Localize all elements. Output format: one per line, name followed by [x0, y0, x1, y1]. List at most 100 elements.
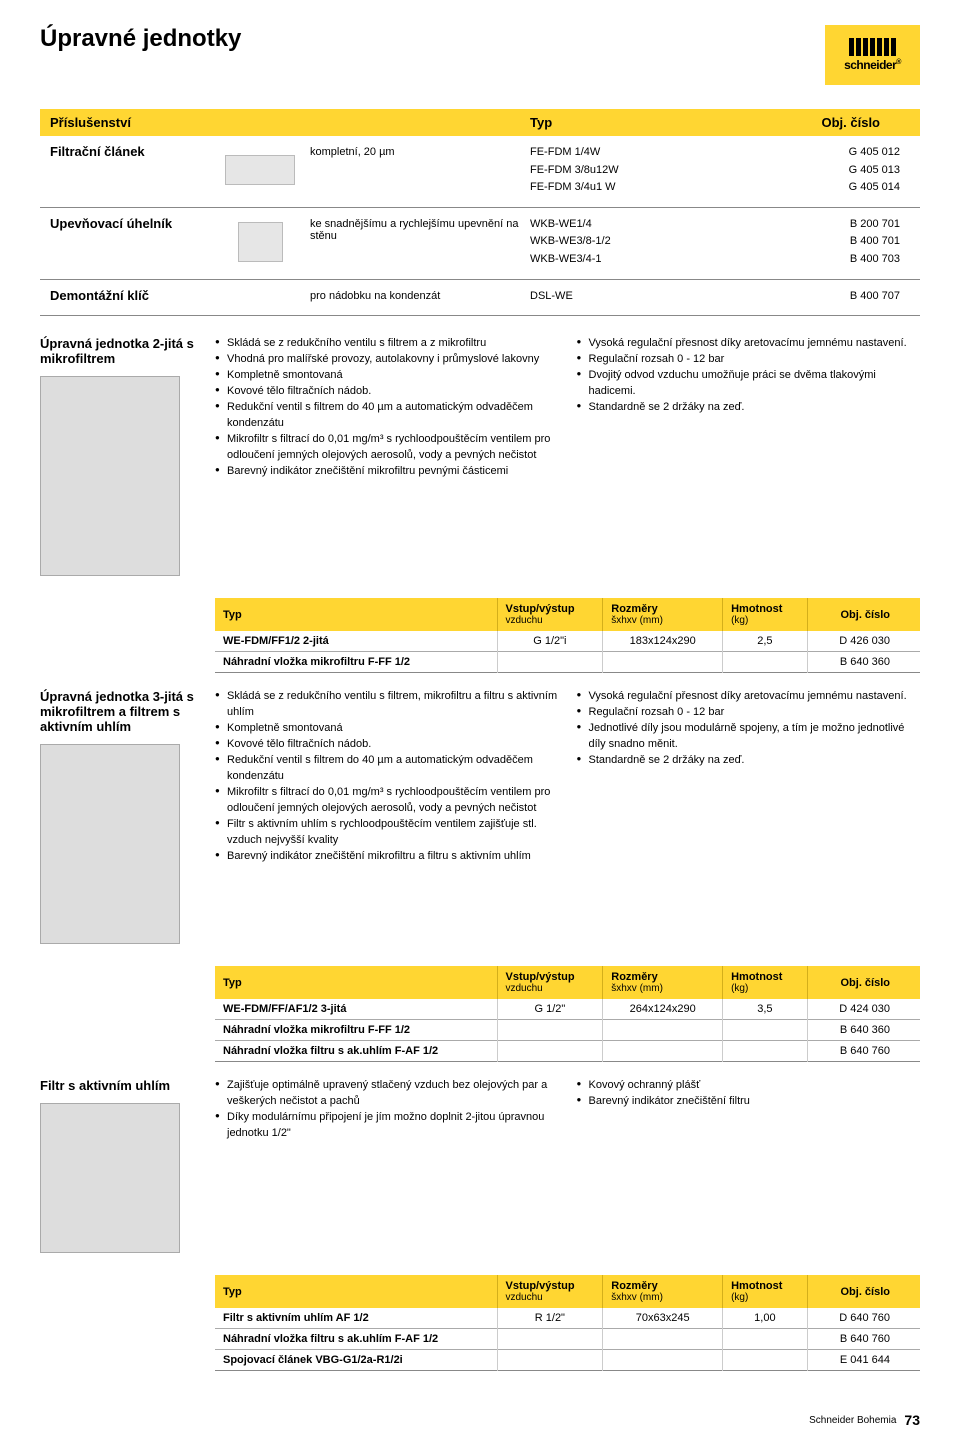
- brand-logo: schneider®: [825, 25, 920, 85]
- wrench-types: DSL-WE: [530, 288, 770, 306]
- desc-col-right: Vysoká regulační přesnost díky aretovací…: [577, 689, 921, 954]
- th-dim: Rozměryšxhxv (mm): [603, 1275, 723, 1308]
- wrench-image: [210, 288, 310, 306]
- bracket-types: WKB-WE1/4WKB-WE3/8-1/2WKB-WE3/4-1: [530, 216, 770, 269]
- cell-weight: [723, 1041, 808, 1062]
- cell-weight: 3,5: [723, 999, 808, 1020]
- th-io: Vstup/výstupvzduchu: [497, 598, 603, 631]
- cell-dim: 70x63x245: [603, 1308, 723, 1329]
- bullet-item: Kovové tělo filtračních nádob.: [215, 384, 559, 400]
- cell-io: R 1/2": [497, 1308, 603, 1329]
- accessories-section: Příslušenství Typ Obj. číslo Filtrační č…: [40, 109, 920, 316]
- col-type-label: Typ: [530, 115, 770, 130]
- cell-weight: [723, 1020, 808, 1041]
- bullet-item: Jednotlivé díly jsou modulárně spojeny, …: [577, 721, 921, 753]
- bullet-item: Barevný indikátor znečištění mikrofiltru…: [215, 464, 559, 480]
- bracket-image: [210, 216, 310, 269]
- table-row: Spojovací článek VBG-G1/2a-R1/2iE 041 64…: [215, 1350, 920, 1371]
- bullet-item: Regulační rozsah 0 - 12 bar: [577, 352, 921, 368]
- bullet-item: Vhodná pro malířské provozy, autolakovny…: [215, 352, 559, 368]
- brand-name: schneider®: [844, 58, 901, 72]
- bullet-item: Standardně se 2 držáky na zeď.: [577, 753, 921, 769]
- cell-code: B 640 360: [807, 1020, 920, 1041]
- bullet-item: Mikrofiltr s filtrací do 0,01 mg/m³ s ry…: [215, 785, 559, 817]
- product-description: Zajišťuje optimálně upravený stlačený vz…: [215, 1078, 920, 1263]
- cell-weight: 2,5: [723, 631, 808, 652]
- desc-col-right: Kovový ochranný plášťBarevný indikátor z…: [577, 1078, 921, 1263]
- product-image: [40, 1103, 180, 1253]
- product-block: Úpravná jednotka 3-jitá s mikrofiltrem a…: [40, 689, 920, 1062]
- cell-weight: [723, 1350, 808, 1371]
- cell-io: [497, 1329, 603, 1350]
- code-value: G 405 013: [770, 162, 900, 180]
- cell-dim: [603, 1350, 723, 1371]
- products-container: Úpravná jednotka 2-jitá s mikrofiltremSk…: [40, 336, 920, 1371]
- th-obj: Obj. číslo: [807, 1275, 920, 1308]
- accessories-title: Příslušenství: [50, 115, 530, 130]
- product-title: Úpravná jednotka 2-jitá s mikrofiltrem: [40, 336, 215, 366]
- page: Úpravné jednotky schneider® Příslušenstv…: [0, 0, 960, 1402]
- table-row: Náhradní vložka mikrofiltru F-FF 1/2B 64…: [215, 652, 920, 673]
- desc-col-left: Skládá se z redukčního ventilu s filtrem…: [215, 689, 559, 954]
- cell-code: B 640 360: [807, 652, 920, 673]
- cell-name: Náhradní vložka filtru s ak.uhlím F-AF 1…: [215, 1329, 497, 1350]
- cell-dim: 264x124x290: [603, 999, 723, 1020]
- col-obj-label: Obj. číslo: [770, 115, 910, 130]
- product-row: Úpravná jednotka 3-jitá s mikrofiltrem a…: [40, 689, 920, 954]
- cell-dim: [603, 1020, 723, 1041]
- th-weight: Hmotnost(kg): [723, 1275, 808, 1308]
- product-table: TypVstup/výstupvzduchuRozměryšxhxv (mm)H…: [215, 1275, 920, 1371]
- bullet-item: Kompletně smontovaná: [215, 368, 559, 384]
- bracket-codes: B 200 701B 400 701B 400 703: [770, 216, 910, 269]
- bullet-item: Skládá se z redukčního ventilu s filtrem…: [215, 689, 559, 721]
- bracket-label: Upevňovací úhelník: [50, 216, 210, 269]
- filter-types: FE-FDM 1/4WFE-FDM 3/8u12WFE-FDM 3/4u1 W: [530, 144, 770, 197]
- th-weight: Hmotnost(kg): [723, 966, 808, 999]
- bullet-item: Barevný indikátor znečištění filtru: [577, 1094, 921, 1110]
- filter-image: [210, 144, 310, 197]
- bullet-item: Skládá se z redukčního ventilu s filtrem…: [215, 336, 559, 352]
- product-title: Filtr s aktivním uhlím: [40, 1078, 215, 1093]
- cell-code: B 640 760: [807, 1329, 920, 1350]
- cell-code: D 424 030: [807, 999, 920, 1020]
- code-value: B 400 707: [770, 288, 900, 306]
- th-type: Typ: [215, 598, 497, 631]
- product-table-wrap: TypVstup/výstupvzduchuRozměryšxhxv (mm)H…: [215, 1275, 920, 1371]
- accessories-header: Příslušenství Typ Obj. číslo: [40, 109, 920, 136]
- th-obj: Obj. číslo: [807, 598, 920, 631]
- code-value: G 405 014: [770, 179, 900, 197]
- product-left: Úpravná jednotka 2-jitá s mikrofiltrem: [40, 336, 215, 586]
- product-description: Skládá se z redukčního ventilu s filtrem…: [215, 689, 920, 954]
- product-table: TypVstup/výstupvzduchuRozměryšxhxv (mm)H…: [215, 966, 920, 1062]
- cell-io: [497, 1041, 603, 1062]
- type-value: WKB-WE3/4-1: [530, 251, 770, 269]
- bullet-item: Barevný indikátor znečištění mikrofiltru…: [215, 849, 559, 865]
- cell-io: [497, 1020, 603, 1041]
- cell-name: Náhradní vložka mikrofiltru F-FF 1/2: [215, 1020, 497, 1041]
- product-image: [40, 744, 180, 944]
- cell-name: WE-FDM/FF1/2 2-jitá: [215, 631, 497, 652]
- table-row: Filtr s aktivním uhlím AF 1/2R 1/2"70x63…: [215, 1308, 920, 1329]
- header: Úpravné jednotky schneider®: [40, 25, 920, 85]
- bullet-item: Vysoká regulační přesnost díky aretovací…: [577, 689, 921, 705]
- bracket-desc: ke snadnějšímu a rychlejšímu upevnění na…: [310, 216, 530, 269]
- cell-dim: [603, 1329, 723, 1350]
- product-block: Filtr s aktivním uhlímZajišťuje optimáln…: [40, 1078, 920, 1371]
- bullet-item: Mikrofiltr s filtrací do 0,01 mg/m³ s ry…: [215, 432, 559, 464]
- product-image: [40, 376, 180, 576]
- bullet-item: Dvojitý odvod vzduchu umožňuje práci se …: [577, 368, 921, 400]
- bullet-item: Filtr s aktivním uhlím s rychloodpouštěc…: [215, 817, 559, 849]
- footer-brand: Schneider Bohemia: [809, 1415, 896, 1426]
- table-row: WE-FDM/FF1/2 2-jitáG 1/2"i183x124x2902,5…: [215, 631, 920, 652]
- cell-io: G 1/2": [497, 999, 603, 1020]
- page-number: 73: [904, 1412, 920, 1428]
- table-row: Náhradní vložka filtru s ak.uhlím F-AF 1…: [215, 1329, 920, 1350]
- type-value: WKB-WE1/4: [530, 216, 770, 234]
- filter-desc: kompletní, 20 µm: [310, 144, 530, 197]
- product-block: Úpravná jednotka 2-jitá s mikrofiltremSk…: [40, 336, 920, 673]
- bullet-item: Standardně se 2 držáky na zeď.: [577, 400, 921, 416]
- cell-code: D 640 760: [807, 1308, 920, 1329]
- product-left: Úpravná jednotka 3-jitá s mikrofiltrem a…: [40, 689, 215, 954]
- cell-io: [497, 652, 603, 673]
- accessory-row-filter: Filtrační článek kompletní, 20 µm FE-FDM…: [40, 136, 920, 208]
